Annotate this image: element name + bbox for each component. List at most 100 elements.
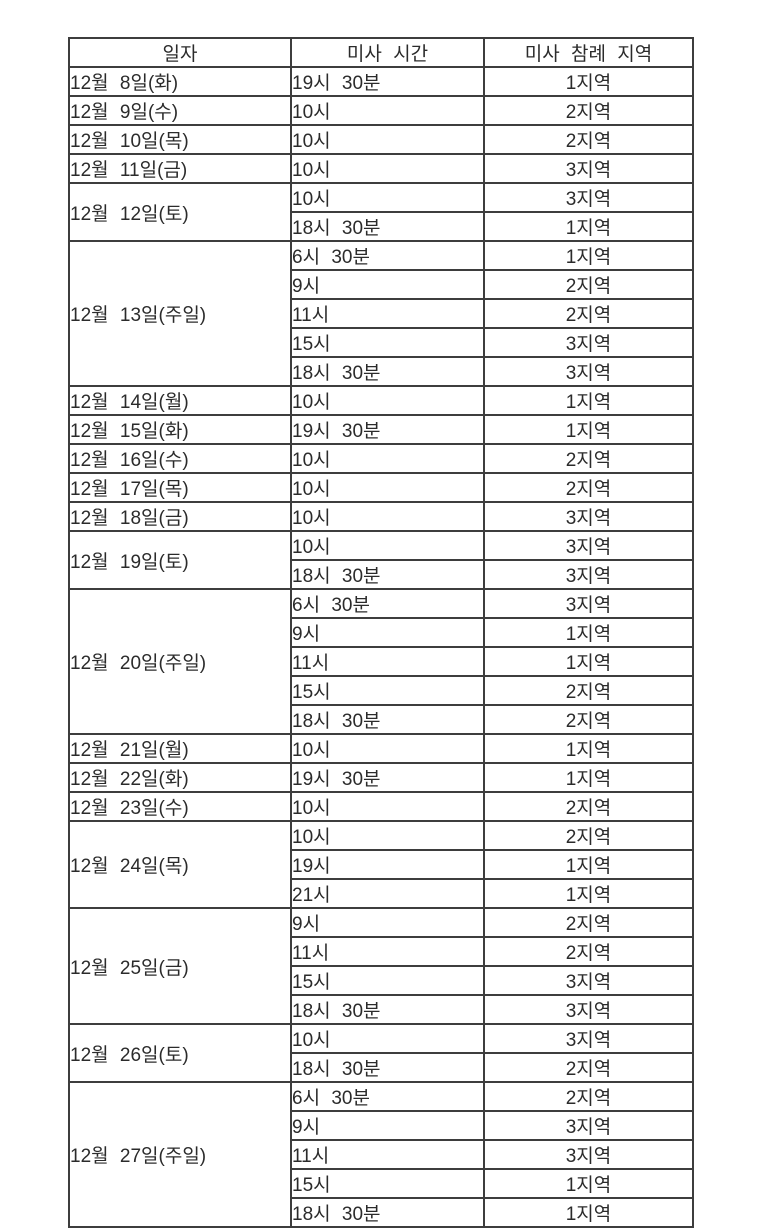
time-cell: 18시 30분 bbox=[290, 704, 485, 735]
region-cell: 1지역 bbox=[483, 1197, 694, 1228]
region-cell: 1지역 bbox=[483, 762, 694, 793]
region-cell: 2지역 bbox=[483, 269, 694, 300]
time-cell: 19시 30분 bbox=[290, 66, 485, 97]
time-cell: 18시 30분 bbox=[290, 994, 485, 1025]
schedule-row: 12월 12일(토) 10시 3지역 bbox=[68, 182, 694, 242]
time-cell: 19시 30분 bbox=[290, 414, 485, 445]
region-cell: 1지역 bbox=[483, 617, 694, 648]
schedule-row: 18시 30분 1지역 bbox=[69, 211, 694, 242]
time-cell: 10시 bbox=[290, 1023, 485, 1054]
table-header: 일자 미사 시간 미사 참례 지역 bbox=[68, 37, 694, 68]
region-cell: 3지역 bbox=[483, 965, 694, 996]
region-cell: 3지역 bbox=[483, 1110, 694, 1141]
schedule-row: 15시 3지역 bbox=[69, 965, 694, 996]
region-cell: 3지역 bbox=[483, 1139, 694, 1170]
schedule-row: 18시 30분 3지역 bbox=[69, 356, 694, 387]
schedule-row: 9시 2지역 bbox=[69, 269, 694, 300]
schedule-row: 12월 18일(금) 10시 3지역 bbox=[68, 501, 694, 532]
schedule-row: 15시 2지역 bbox=[69, 675, 694, 706]
schedule-row: 12월 13일(주일) 6시 30분 1지역 bbox=[68, 240, 694, 387]
region-cell: 2지역 bbox=[483, 298, 694, 329]
region-cell: 3지역 bbox=[483, 153, 694, 184]
region-cell: 2지역 bbox=[483, 472, 694, 503]
date-cell: 12월 24일(목) bbox=[68, 820, 292, 909]
region-cell: 2지역 bbox=[483, 95, 694, 126]
time-cell: 9시 bbox=[290, 1110, 485, 1141]
region-cell: 3지역 bbox=[483, 559, 694, 590]
schedule-row: 12월 15일(화) 19시 30분 1지역 bbox=[68, 414, 694, 445]
schedule-row: 12월 26일(토) 10시 3지역 bbox=[68, 1023, 694, 1083]
date-cell: 12월 8일(화) bbox=[68, 66, 292, 97]
region-cell: 2지역 bbox=[483, 443, 694, 474]
time-cell: 19시 bbox=[290, 849, 485, 880]
table-body: 12월 8일(화) 19시 30분 1지역 12월 9일(수) 10시 2지역 12월 10… bbox=[68, 66, 694, 1228]
time-cell: 6시 30분 bbox=[290, 240, 485, 271]
time-cell: 11시 bbox=[290, 646, 485, 677]
region-cell: 3지역 bbox=[483, 588, 694, 619]
time-cell: 10시 bbox=[290, 385, 485, 416]
region-cell: 2지역 bbox=[483, 675, 694, 706]
time-cell: 21시 bbox=[290, 878, 485, 909]
mass-schedule-table: 일자 미사 시간 미사 참례 지역 12월 8일(화) 19시 30분 1지역 12월… bbox=[68, 37, 694, 1228]
schedule-row: 12월 19일(토) 10시 3지역 bbox=[68, 530, 694, 590]
schedule-row: 9시 3지역 bbox=[69, 1110, 694, 1141]
region-cell: 1지역 bbox=[483, 849, 694, 880]
schedule-row: 18시 30분 2지역 bbox=[69, 1052, 694, 1083]
region-cell: 1지역 bbox=[483, 878, 694, 909]
schedule-row: 12월 20일(주일) 6시 30분 3지역 bbox=[68, 588, 694, 735]
schedule-row: 11시 3지역 bbox=[69, 1139, 694, 1170]
schedule-row: 12월 11일(금) 10시 3지역 bbox=[68, 153, 694, 184]
schedule-row: 12월 8일(화) 19시 30분 1지역 bbox=[68, 66, 694, 97]
region-cell: 1지역 bbox=[483, 733, 694, 764]
time-cell: 10시 bbox=[290, 472, 485, 503]
time-cell: 10시 bbox=[290, 182, 485, 213]
date-cell: 12월 27일(주일) bbox=[68, 1081, 292, 1228]
region-cell: 2지역 bbox=[483, 907, 694, 938]
time-cell: 11시 bbox=[290, 936, 485, 967]
schedule-row: 12월 23일(수) 10시 2지역 bbox=[68, 791, 694, 822]
schedule-row: 18시 30분 3지역 bbox=[69, 559, 694, 590]
schedule-row: 12월 27일(주일) 6시 30분 2지역 bbox=[68, 1081, 694, 1228]
region-cell: 3지역 bbox=[483, 501, 694, 532]
time-cell: 18시 30분 bbox=[290, 356, 485, 387]
time-cell: 10시 bbox=[290, 530, 485, 561]
time-cell: 9시 bbox=[290, 269, 485, 300]
time-cell: 15시 bbox=[290, 675, 485, 706]
date-cell: 12월 9일(수) bbox=[68, 95, 292, 126]
region-cell: 3지역 bbox=[483, 530, 694, 561]
schedule-row: 18시 30분 2지역 bbox=[69, 704, 694, 735]
region-cell: 3지역 bbox=[483, 994, 694, 1025]
date-cell: 12월 11일(금) bbox=[68, 153, 292, 184]
time-cell: 18시 30분 bbox=[290, 1197, 485, 1228]
region-cell: 1지역 bbox=[483, 414, 694, 445]
schedule-row: 12월 24일(목) 10시 2지역 bbox=[68, 820, 694, 909]
date-cell: 12월 26일(토) bbox=[68, 1023, 292, 1083]
region-cell: 2지역 bbox=[483, 1052, 694, 1083]
schedule-row: 9시 1지역 bbox=[69, 617, 694, 648]
time-cell: 10시 bbox=[290, 791, 485, 822]
time-cell: 10시 bbox=[290, 501, 485, 532]
time-cell: 9시 bbox=[290, 617, 485, 648]
date-cell: 12월 14일(월) bbox=[68, 385, 292, 416]
time-cell: 18시 30분 bbox=[290, 1052, 485, 1083]
date-cell: 12월 21일(월) bbox=[68, 733, 292, 764]
schedule-row: 12월 9일(수) 10시 2지역 bbox=[68, 95, 694, 126]
date-cell: 12월 18일(금) bbox=[68, 501, 292, 532]
region-cell: 2지역 bbox=[483, 936, 694, 967]
time-cell: 18시 30분 bbox=[290, 211, 485, 242]
region-cell: 1지역 bbox=[483, 66, 694, 97]
schedule-row: 12월 22일(화) 19시 30분 1지역 bbox=[68, 762, 694, 793]
time-cell: 11시 bbox=[290, 1139, 485, 1170]
mass-schedule-document: 일자 미사 시간 미사 참례 지역 12월 8일(화) 19시 30분 1지역 12월… bbox=[68, 37, 694, 1228]
region-cell: 2지역 bbox=[483, 124, 694, 155]
date-cell: 12월 15일(화) bbox=[68, 414, 292, 445]
header-date: 일자 bbox=[68, 37, 292, 68]
date-cell: 12월 20일(주일) bbox=[68, 588, 292, 735]
time-cell: 10시 bbox=[290, 820, 485, 851]
schedule-row: 12월 16일(수) 10시 2지역 bbox=[68, 443, 694, 474]
time-cell: 6시 30분 bbox=[290, 588, 485, 619]
time-cell: 11시 bbox=[290, 298, 485, 329]
time-cell: 10시 bbox=[290, 443, 485, 474]
header-region: 미사 참례 지역 bbox=[483, 37, 694, 68]
region-cell: 2지역 bbox=[483, 820, 694, 851]
